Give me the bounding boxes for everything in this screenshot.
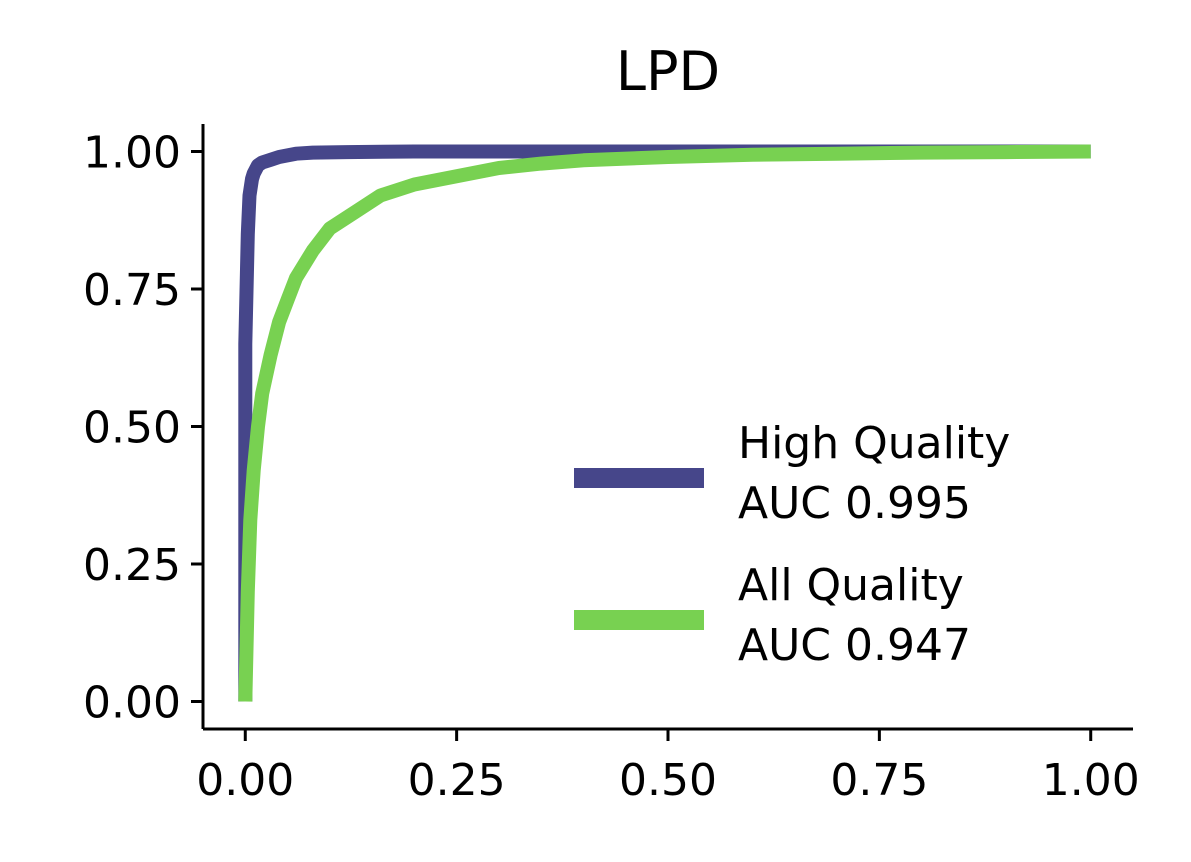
- y-tick-label: 0.00: [83, 678, 181, 729]
- x-tick-label: 0.50: [619, 755, 717, 806]
- y-axis-ticks: 0.00 0.25 0.50 0.75 1.00: [83, 128, 203, 729]
- x-tick-label: 0.75: [830, 755, 928, 806]
- legend-label-1: All Quality: [738, 560, 964, 611]
- series-line-1: [238, 144, 1091, 702]
- y-tick-label: 0.75: [83, 265, 181, 316]
- y-tick-label: 0.25: [83, 540, 181, 591]
- y-tick-label: 1.00: [83, 128, 181, 179]
- y-tick-label: 0.50: [83, 403, 181, 454]
- legend-label-1: AUC 0.947: [738, 620, 971, 671]
- legend-label-0: AUC 0.995: [738, 478, 971, 529]
- x-tick-label: 0.25: [408, 755, 506, 806]
- legend-label-0: High Quality: [738, 418, 1010, 469]
- plot-area: [238, 144, 1091, 702]
- chart-title: LPD: [616, 40, 720, 103]
- series-line-0: [238, 144, 1091, 702]
- x-tick-label: 1.00: [1042, 755, 1140, 806]
- x-tick-label: 0.00: [196, 755, 294, 806]
- legend: High Quality AUC 0.995 All Quality AUC 0.94…: [574, 418, 1010, 671]
- x-axis-ticks: 0.00 0.25 0.50 0.75 1.00: [196, 729, 1140, 806]
